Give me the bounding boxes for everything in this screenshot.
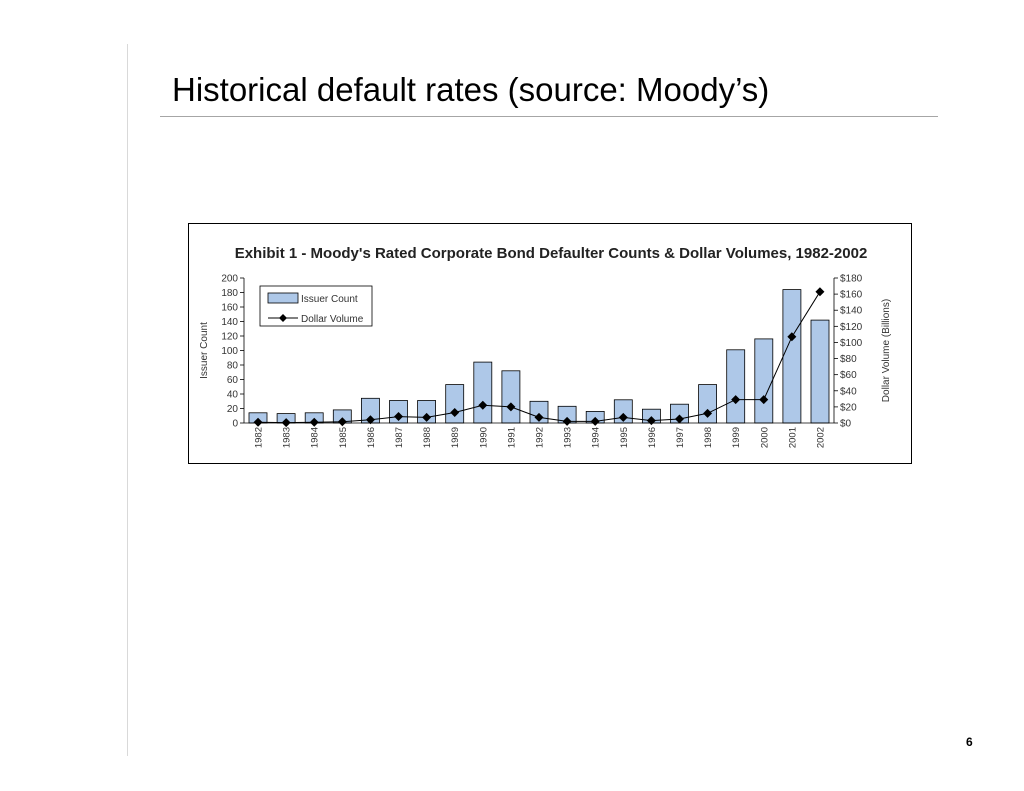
left-tick-label: 40 (227, 390, 239, 401)
slide-title: Historical default rates (source: Moody’… (172, 71, 770, 108)
left-tick-label: 20 (227, 404, 239, 415)
x-tick-label: 1994 (591, 427, 602, 448)
chart-title: Exhibit 1 - Moody's Rated Corporate Bond… (235, 245, 868, 262)
x-tick-label: 1985 (338, 427, 349, 448)
x-tick-label: 1988 (422, 427, 433, 448)
x-tick-label: 2001 (787, 427, 798, 448)
dollar-volume-marker-1999 (731, 395, 741, 405)
right-tick-label: $140 (840, 306, 863, 317)
bar-1999 (726, 349, 746, 424)
y-axis-title-right: Dollar Volume (Billions) (881, 299, 892, 402)
legend-label-dollar-volume: Dollar Volume (301, 314, 364, 325)
dollar-volume-marker-1988 (422, 412, 432, 422)
x-tick-label: 1989 (450, 427, 461, 448)
dollar-volume-marker-1993 (562, 416, 572, 426)
dollar-volume-marker-2001 (787, 332, 797, 342)
x-tick-label: 1982 (254, 427, 265, 448)
left-tick-label: 0 (232, 419, 238, 430)
x-tick-label: 2000 (759, 427, 770, 448)
dollar-volume-marker-1989 (450, 408, 460, 418)
dollar-volume-marker-1995 (618, 412, 628, 422)
left-tick-label: 200 (221, 274, 238, 285)
right-tick-label: $0 (840, 419, 852, 430)
chart-frame: Exhibit 1 - Moody's Rated Corporate Bond… (188, 223, 912, 464)
x-tick-label: 1986 (366, 427, 377, 448)
legend-swatch-issuer-count (267, 292, 299, 304)
dollar-volume-marker-1987 (394, 412, 404, 422)
right-tick-label: $20 (840, 402, 857, 413)
dollar-volume-marker-1997 (674, 414, 684, 424)
bar-2001 (782, 289, 802, 424)
dollar-volume-marker-1983 (281, 418, 291, 428)
dollar-volume-marker-2000 (759, 395, 769, 405)
x-tick-label: 1987 (394, 427, 405, 448)
dollar-volume-marker-1991 (506, 402, 516, 412)
left-tick-label: 160 (221, 303, 238, 314)
legend-label-issuer-count: Issuer Count (301, 294, 358, 305)
left-tick-label: 60 (227, 375, 239, 386)
right-tick-label: $120 (840, 322, 863, 333)
x-tick-label: 1996 (647, 427, 658, 448)
dollar-volume-marker-2002 (815, 287, 825, 297)
dollar-volume-marker-1984 (309, 417, 319, 427)
right-tick-label: $100 (840, 338, 863, 349)
left-tick-label: 180 (221, 288, 238, 299)
bar-2002 (810, 319, 830, 424)
x-tick-label: 1990 (478, 427, 489, 448)
right-tick-label: $180 (840, 274, 863, 285)
bar-1989 (445, 384, 465, 424)
dollar-volume-marker-1992 (534, 412, 544, 422)
right-tick-label: $40 (840, 386, 857, 397)
dollar-volume-marker-1982 (253, 417, 263, 427)
dollar-volume-marker-1998 (703, 408, 713, 418)
left-border-line (127, 44, 128, 756)
x-tick-label: 1999 (731, 427, 742, 448)
dollar-volume-marker-1994 (590, 416, 600, 426)
chart-legend: Issuer Count Dollar Volume (259, 285, 373, 327)
x-tick-label: 1983 (282, 427, 293, 448)
x-tick-label: 1995 (619, 427, 630, 448)
left-tick-label: 120 (221, 332, 238, 343)
x-tick-label: 1991 (506, 427, 517, 448)
legend-marker-dollar-volume (279, 314, 287, 322)
chart-svg: Exhibit 1 - Moody's Rated Corporate Bond… (199, 245, 892, 448)
right-tick-label: $160 (840, 290, 863, 301)
x-tick-label: 1997 (675, 427, 686, 448)
dollar-volume-marker-1985 (337, 417, 347, 427)
left-tick-label: 140 (221, 317, 238, 328)
dollar-volume-marker-1986 (365, 415, 375, 425)
x-tick-label: 2002 (815, 427, 826, 448)
left-tick-label: 80 (227, 361, 239, 372)
right-tick-label: $80 (840, 354, 857, 365)
left-tick-label: 100 (221, 346, 238, 357)
bar-2000 (754, 338, 774, 424)
x-tick-label: 1993 (563, 427, 574, 448)
page-number: 6 (966, 735, 973, 749)
x-tick-label: 1984 (310, 427, 321, 448)
bar-1991 (501, 370, 521, 424)
y-axis-title-left: Issuer Count (199, 322, 210, 379)
bar-1990 (473, 361, 493, 424)
legend-box (259, 285, 373, 327)
right-tick-label: $60 (840, 370, 857, 381)
title-underline (160, 116, 938, 117)
dollar-volume-marker-1996 (646, 416, 656, 426)
dollar-volume-marker-1990 (478, 400, 488, 410)
x-tick-label: 1992 (535, 427, 546, 448)
x-tick-label: 1998 (703, 427, 714, 448)
